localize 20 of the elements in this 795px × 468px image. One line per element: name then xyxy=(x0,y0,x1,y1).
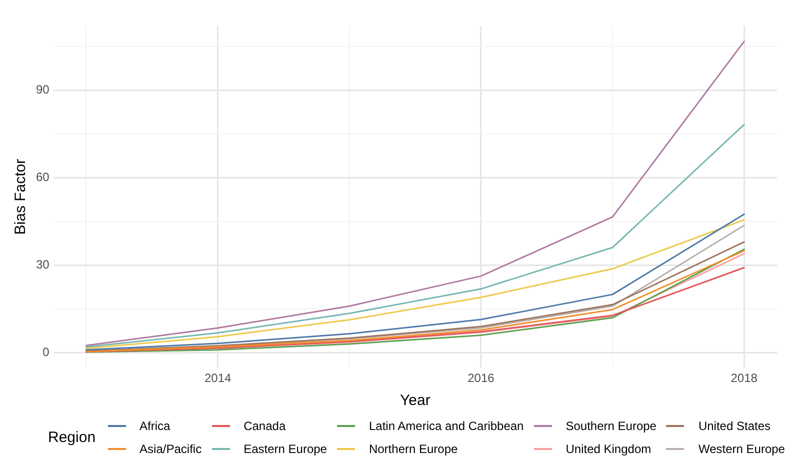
y-axis-title: Bias Factor xyxy=(12,158,30,235)
legend-label: Eastern Europe xyxy=(244,442,327,456)
legend-label: Latin America and Caribbean xyxy=(368,418,524,432)
x-axis-title: Year xyxy=(400,392,430,410)
x-tick-label: 2014 xyxy=(204,371,232,386)
legend-label: Canada xyxy=(244,418,286,432)
x-tick-label: 2018 xyxy=(730,371,758,386)
x-tick-label: 2016 xyxy=(468,371,495,386)
legend-label: Asia/Pacific xyxy=(140,442,202,456)
y-tick-label: 90 xyxy=(36,82,50,97)
legend-label: Southern Europe xyxy=(566,418,656,432)
legend-label: United States xyxy=(698,418,771,432)
y-tick-label: 60 xyxy=(36,170,50,184)
legend-label: United Kingdom xyxy=(566,442,652,456)
legend-label: Northern Europe xyxy=(368,442,458,456)
legend-title: Region xyxy=(48,428,96,446)
y-tick-label: 0 xyxy=(42,345,50,360)
legend-label: Africa xyxy=(140,418,170,432)
y-tick-label: 30 xyxy=(36,258,50,272)
legend-label: Western Europe xyxy=(698,442,785,456)
